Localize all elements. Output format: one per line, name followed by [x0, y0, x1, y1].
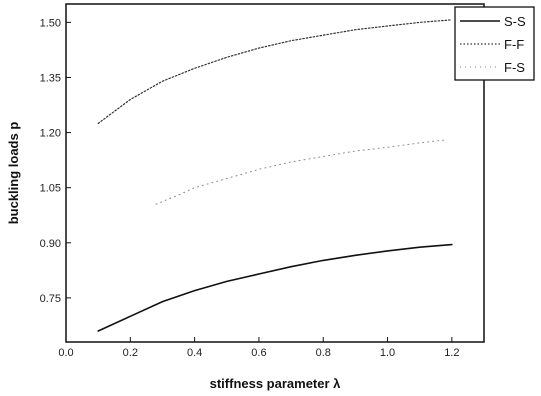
x-tick-label: 0.8	[316, 347, 331, 359]
legend: S-S F-F F-S	[454, 6, 535, 81]
x-tick-label: 0.2	[123, 347, 138, 359]
x-tick-label: 0.0	[58, 347, 73, 359]
x-tick-label: 0.6	[251, 347, 266, 359]
y-tick-label: 1.05	[40, 183, 61, 195]
series-group	[97, 19, 453, 332]
y-axis-label: buckling loads p	[6, 122, 21, 225]
x-axis-label: stiffness parameter λ	[210, 376, 342, 391]
legend-label: F-S	[504, 60, 525, 75]
series-line-f-f	[97, 19, 453, 125]
y-tick-label: 1.20	[40, 128, 61, 140]
y-tick-label: 0.90	[40, 238, 61, 250]
axis-ticks: 0.0 0.2 0.4 0.6 0.8 1.0 1.2 0.75 0.90 1.05 1.20 1.3…	[40, 17, 460, 359]
y-tick-label: 1.35	[40, 72, 61, 84]
legend-label: S-S	[504, 14, 526, 29]
x-tick-label: 0.4	[187, 347, 202, 359]
legend-label: F-F	[504, 37, 524, 52]
series-line-f-s	[155, 139, 446, 205]
plot-frame	[65, 3, 485, 343]
series-line-s-s	[97, 243, 453, 332]
y-tick-label: 1.50	[40, 17, 61, 29]
x-tick-label: 1.2	[444, 347, 459, 359]
y-tick-label: 0.75	[40, 293, 61, 305]
x-tick-label: 1.0	[380, 347, 395, 359]
